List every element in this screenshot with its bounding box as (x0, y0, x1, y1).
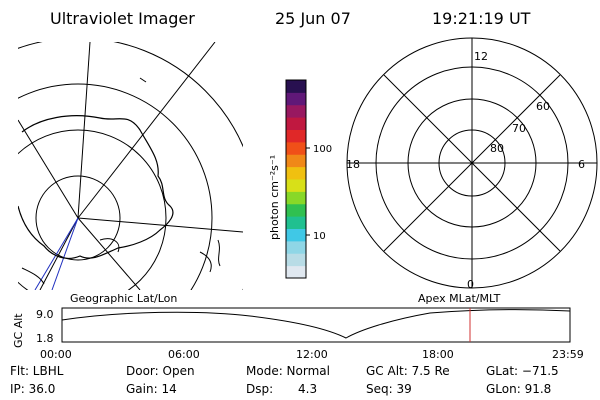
colorbar-swatch (286, 253, 306, 267)
altitude-tick-9: 9.0 (36, 308, 54, 321)
time-tick-2359: 23:59 (552, 348, 584, 361)
coastline (18, 115, 174, 259)
time-label: 19:21:19 UT (432, 9, 531, 28)
mlat-label-60: 60 (536, 100, 550, 113)
colorbar-swatch (286, 179, 306, 192)
glon-value: GLon: 91.8 (486, 382, 552, 396)
dsp-value: 4.3 (298, 382, 318, 396)
mlt-label-6: 6 (578, 158, 585, 171)
time-tick-0000: 00:00 (40, 348, 72, 361)
meridian (39, 217, 79, 290)
glat-value: GLat: −71.5 (486, 364, 559, 378)
colorbar-swatch (286, 265, 306, 279)
altitude-curve (61, 309, 571, 339)
colorbar-swatch (286, 117, 306, 130)
mlat-label-70: 70 (512, 122, 526, 135)
colorbar-tick-10: 10 (313, 231, 326, 242)
meridian (77, 42, 91, 219)
coastline (99, 238, 120, 253)
colorbar-swatch (286, 228, 306, 242)
meridian (77, 217, 141, 290)
date-label: 25 Jun 07 (275, 9, 351, 28)
mlat-label-80: 80 (490, 142, 504, 155)
meridian (18, 119, 79, 219)
gc-alt-value: GC Alt: 7.5 Re (366, 364, 450, 378)
colorbar: 100 10 photon cm⁻²s⁻¹ (268, 79, 332, 279)
colorbar-swatch (286, 129, 306, 143)
colorbar-frame (285, 79, 307, 279)
instrument-title: Ultraviolet Imager (50, 9, 195, 28)
colorbar-swatch (286, 191, 306, 205)
meridian (77, 217, 243, 233)
altitude-tick-1-8: 1.8 (36, 332, 54, 345)
colorbar-swatch (286, 154, 306, 168)
view-line (34, 217, 79, 290)
altitude-ylabel: GC Alt (12, 313, 25, 348)
colorbar-swatch (286, 80, 306, 93)
door-value: Door: Open (126, 364, 195, 378)
coastline (21, 267, 45, 285)
lat-circle (18, 83, 213, 290)
filter-value: Flt: LBHL (10, 364, 64, 378)
colorbar-tick-100: 100 (313, 144, 332, 155)
coastline (199, 239, 221, 273)
lat-circle (35, 175, 121, 261)
time-tick-1800: 18:00 (422, 348, 454, 361)
sequence-value: Seq: 39 (366, 382, 412, 396)
mode-value: Mode: Normal (246, 364, 330, 378)
time-tick-1200: 12:00 (296, 348, 328, 361)
mlt-label-18: 18 (346, 158, 360, 171)
geo-map-label: Geographic Lat/Lon (70, 292, 177, 305)
colorbar-swatch (286, 240, 306, 254)
colorbar-swatch (286, 92, 306, 106)
polar-plot-label: Apex MLat/MLT (418, 292, 501, 305)
colorbar-swatch (286, 104, 306, 118)
view-line (51, 217, 79, 290)
colorbar-swatch (286, 216, 306, 229)
coastline (139, 77, 147, 83)
polar-axis (383, 74, 561, 252)
colorbar-swatch (286, 166, 306, 180)
gain-value: Gain: 14 (126, 382, 177, 396)
meridian (77, 42, 216, 219)
polar-plot (346, 37, 598, 289)
altitude-plot-frame (61, 307, 571, 343)
time-tick-0600: 06:00 (168, 348, 200, 361)
altitude-plot: GC Alt 9.0 1.8 00:00 06:00 12:00 18:00 2… (12, 307, 584, 361)
colorbar-unit-label: photon cm⁻²s⁻¹ (268, 155, 281, 240)
ip-value: IP: 36.0 (10, 382, 56, 396)
geographic-map: Geographic Lat/Lon (18, 42, 243, 305)
colorbar-swatches (286, 80, 306, 279)
lat-circle (18, 129, 167, 290)
mlt-label-12: 12 (474, 50, 488, 63)
dsp-label: Dsp: (246, 382, 274, 396)
mlt-label-0: 0 (467, 278, 474, 291)
colorbar-swatch (286, 141, 306, 155)
colorbar-swatch (286, 203, 306, 217)
